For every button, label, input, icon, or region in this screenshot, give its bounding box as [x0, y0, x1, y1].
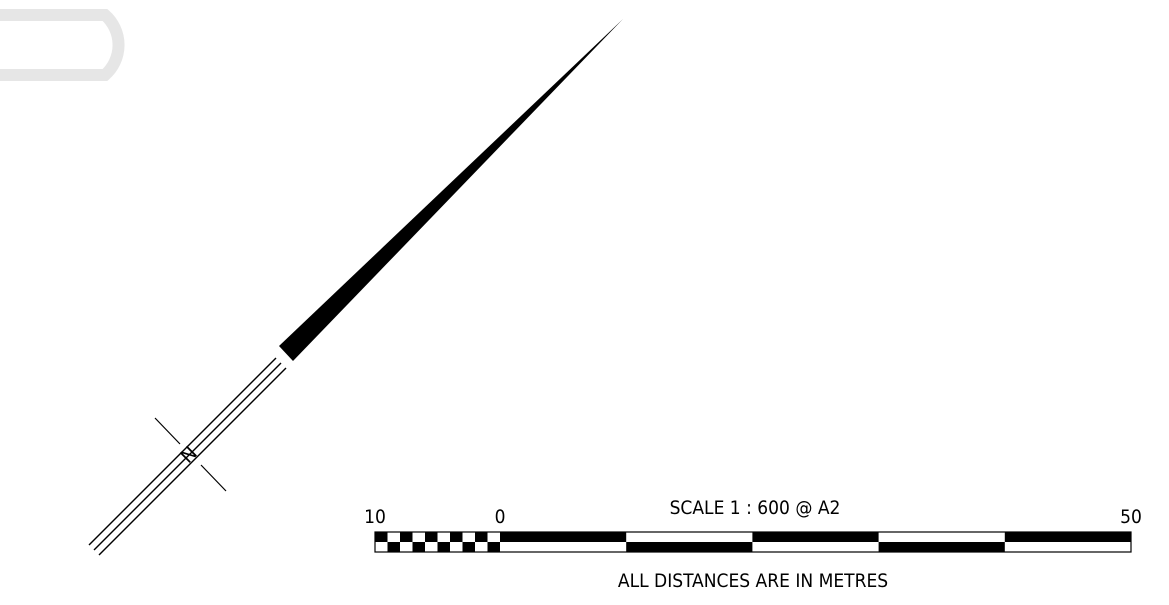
scale-checker-cell	[487, 542, 500, 552]
scale-tick-label-10: 10	[364, 506, 386, 528]
scale-checker-cell	[375, 532, 388, 542]
scale-checker-cell	[462, 542, 475, 552]
north-arrow-cross-tick	[154, 417, 181, 445]
scale-segment	[752, 532, 879, 542]
scale-checker-cell	[387, 542, 400, 552]
scale-checker-cell	[425, 532, 438, 542]
scale-checker-cell	[450, 532, 463, 542]
scale-segment	[500, 532, 627, 542]
scale-title: SCALE 1 : 600 @ A2	[670, 497, 841, 519]
arc-mark	[0, 9, 125, 81]
scale-note: ALL DISTANCES ARE IN METRES	[618, 570, 888, 592]
scale-checker-cell	[475, 532, 488, 542]
scale-segment	[626, 542, 753, 552]
north-arrow: N	[88, 19, 623, 556]
north-arrow-shaft-line	[93, 362, 282, 551]
north-arrow-shaft-line	[88, 357, 277, 546]
scale-checker-cell	[412, 542, 425, 552]
scale-checker-cell	[400, 532, 413, 542]
north-arrow-shaft-line	[98, 367, 287, 556]
north-arrow-cross-tick	[200, 464, 227, 492]
scale-segment	[1004, 532, 1131, 542]
scale-main-section	[500, 532, 1131, 552]
scale-checker-section	[375, 532, 500, 552]
scale-tick-label-0: 0	[495, 506, 506, 528]
scale-checker-cell	[437, 542, 450, 552]
scale-tick-label-50: 50	[1120, 506, 1142, 528]
scale-bar: SCALE 1 : 600 @ A2 10 0 50 ALL DISTANCES…	[364, 497, 1142, 592]
scale-segment	[878, 542, 1005, 552]
scale-bar-outline	[374, 531, 1132, 553]
north-arrow-needle	[279, 19, 623, 361]
